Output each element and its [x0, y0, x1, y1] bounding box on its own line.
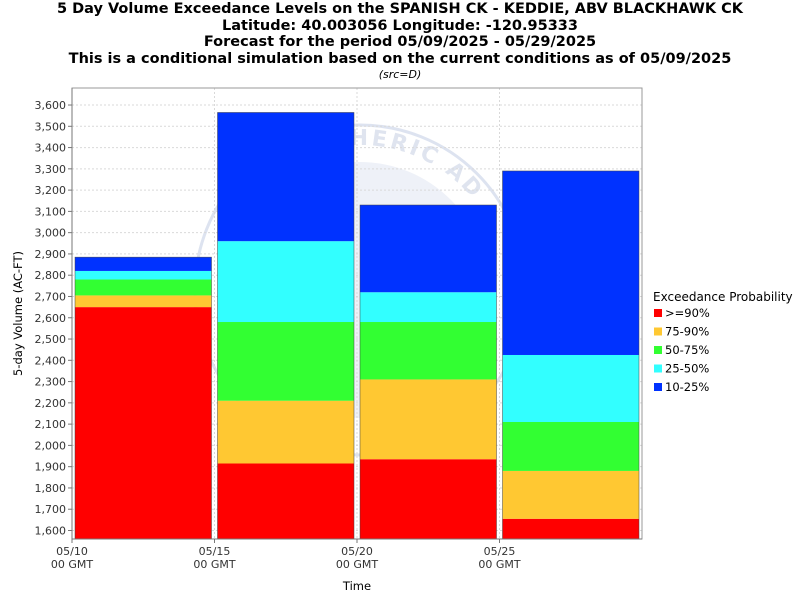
- segment-75-90: [75, 295, 212, 308]
- segment-75-90: [217, 400, 354, 464]
- stacked-bar: [359, 204, 497, 540]
- y-tick-label: 2,300: [35, 376, 67, 389]
- y-axis-label: 5-day Volume (AC-FT): [11, 251, 25, 376]
- x-tick-label-time: 00 GMT: [336, 558, 379, 571]
- legend-label: >=90%: [665, 306, 710, 320]
- x-tick-label-date: 05/20: [341, 545, 373, 558]
- chart-title-line-4: This is a conditional simulation based o…: [68, 50, 732, 67]
- stacked-bar: [502, 170, 640, 540]
- segment-90: [360, 459, 497, 539]
- chart-title-block: 5 Day Volume Exceedance Levels on the SP…: [0, 0, 800, 82]
- stacked-bar: [74, 256, 212, 540]
- y-tick-label: 3,200: [35, 184, 67, 197]
- y-tick-label: 2,200: [35, 397, 67, 410]
- x-tick-label-time: 00 GMT: [193, 558, 236, 571]
- legend-label: 10-25%: [665, 380, 709, 394]
- chart-title-line-1: 5 Day Volume Exceedance Levels on the SP…: [56, 1, 744, 17]
- segment-90: [75, 307, 212, 539]
- x-tick-label-date: 05/10: [56, 545, 88, 558]
- legend-item: >=90%: [654, 306, 710, 320]
- legend-title: Exceedance Probability: [653, 290, 793, 304]
- legend-item: 75-90%: [654, 325, 709, 339]
- y-tick-label: 2,900: [35, 248, 67, 261]
- segment-50-75: [360, 322, 497, 380]
- segment-25-50: [360, 292, 497, 323]
- legend-label: 50-75%: [665, 343, 709, 357]
- y-tick-label: 1,900: [35, 461, 67, 474]
- legend-swatch: [654, 327, 662, 336]
- segment-90: [502, 518, 639, 539]
- segment-75-90: [360, 379, 497, 460]
- y-tick-label: 3,400: [35, 142, 67, 155]
- y-tick-label: 1,600: [35, 524, 67, 537]
- y-tick-label: 3,100: [35, 205, 67, 218]
- chart-title-line-3: Forecast for the period 05/09/2025 - 05/…: [203, 34, 597, 50]
- legend-label: 75-90%: [665, 325, 709, 339]
- legend-swatch: [654, 309, 662, 317]
- chart-legend: Exceedance Probability >=90% 75-90% 50-75% 2…: [653, 290, 793, 394]
- segment-10-25: [360, 205, 497, 293]
- y-tick-label: 2,100: [35, 418, 67, 431]
- legend-label: 25-50%: [665, 362, 709, 376]
- x-tick-label-date: 05/15: [199, 545, 231, 558]
- segment-50-75: [502, 421, 639, 471]
- x-tick-label-time: 00 GMT: [51, 558, 94, 571]
- y-tick-label: 1,800: [35, 482, 67, 495]
- x-axis-label: Time: [342, 579, 371, 593]
- segment-90: [217, 463, 354, 539]
- y-tick-label: 3,600: [35, 99, 67, 112]
- segment-10-25: [502, 170, 639, 355]
- stacked-bar: [217, 112, 355, 540]
- y-tick-label: 1,700: [35, 503, 67, 516]
- chart-bars: [74, 112, 640, 540]
- y-tick-label: 3,000: [35, 227, 67, 240]
- legend-item: 10-25%: [654, 380, 709, 394]
- legend-swatch: [654, 383, 662, 391]
- y-tick-label: 2,000: [35, 439, 67, 452]
- y-tick-label: 2,500: [35, 333, 67, 346]
- segment-10-25: [75, 257, 212, 271]
- y-tick-label: 2,800: [35, 269, 67, 282]
- y-tick-label: 2,400: [35, 354, 67, 367]
- segment-25-50: [502, 354, 639, 422]
- segment-75-90: [502, 470, 639, 519]
- segment-50-75: [217, 322, 354, 401]
- y-tick-label: 3,300: [35, 163, 67, 176]
- y-tick-label: 3,500: [35, 120, 67, 133]
- x-tick-label-time: 00 GMT: [478, 558, 521, 571]
- x-tick-label-date: 05/25: [484, 545, 516, 558]
- segment-50-75: [75, 279, 212, 296]
- y-tick-label: 2,700: [35, 290, 67, 303]
- y-tick-label: 2,600: [35, 312, 67, 325]
- chart-title-line-2: Latitude: 40.003056 Longitude: -120.9533…: [222, 17, 578, 34]
- legend-swatch: [654, 364, 662, 373]
- legend-swatch: [654, 346, 662, 354]
- segment-25-50: [75, 270, 212, 280]
- y-axis-ticks: 1,600 1,700 1,800 1,900 2,000 2,100 2,200 2,300…: [35, 99, 72, 537]
- segment-25-50: [217, 241, 354, 323]
- segment-10-25: [217, 112, 354, 242]
- legend-item: 25-50%: [654, 362, 709, 376]
- chart-source-note: (src=D): [378, 68, 422, 81]
- legend-item: 50-75%: [654, 343, 709, 357]
